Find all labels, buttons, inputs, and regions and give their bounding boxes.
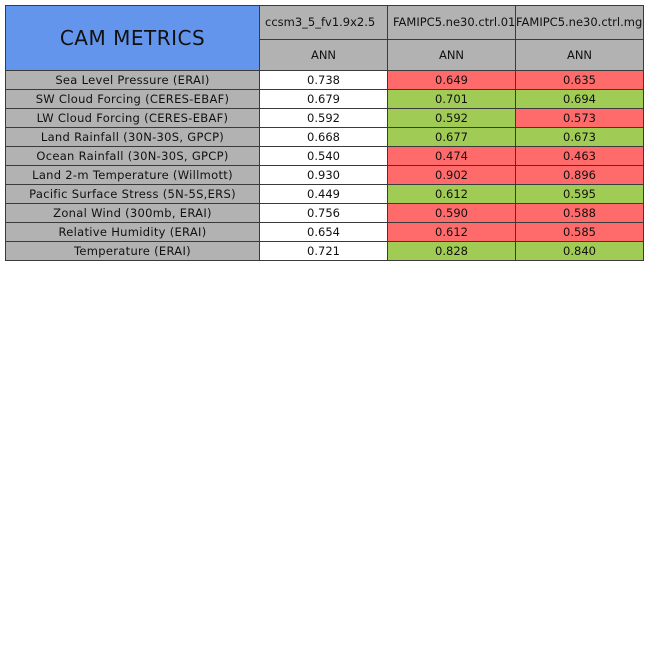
metric-value-case-3: 0.585 xyxy=(515,222,644,242)
metric-value-case-3: 0.896 xyxy=(515,165,644,185)
table-row: Zonal Wind (300mb, ERAI) 0.756 0.590 0.588 xyxy=(5,203,644,223)
column-header-case-2: FAMIPC5.ne30.ctrl.01 xyxy=(387,5,516,40)
column-header-period-2: ANN xyxy=(387,38,516,72)
metric-value-case-3: 0.595 xyxy=(515,184,644,204)
metric-value-case-2: 0.677 xyxy=(387,127,516,147)
metric-label: Land 2-m Temperature (Willmott) xyxy=(5,165,260,185)
table-row: Sea Level Pressure (ERAI) 0.738 0.649 0.635 xyxy=(5,70,644,90)
case-header-row: CAM METRICS ccsm3_5_fv1.9x2.5 FAMIPC5.ne… xyxy=(5,5,644,71)
metric-value-case-3: 0.463 xyxy=(515,146,644,166)
metric-value-case-2: 0.902 xyxy=(387,165,516,185)
metric-value-case-3: 0.694 xyxy=(515,89,644,109)
column-header-case-1: ccsm3_5_fv1.9x2.5 xyxy=(259,5,388,40)
metric-value-case-1: 0.592 xyxy=(259,108,388,128)
metric-value-case-2: 0.592 xyxy=(387,108,516,128)
column-header-period-1: ANN xyxy=(259,38,388,72)
metric-value-case-2: 0.474 xyxy=(387,146,516,166)
metric-value-case-2: 0.828 xyxy=(387,241,516,261)
table-row: Temperature (ERAI) 0.721 0.828 0.840 xyxy=(5,241,644,261)
metric-value-case-2: 0.612 xyxy=(387,222,516,242)
metric-label: Zonal Wind (300mb, ERAI) xyxy=(5,203,260,223)
metric-value-case-1: 0.756 xyxy=(259,203,388,223)
metric-value-case-1: 0.721 xyxy=(259,241,388,261)
metric-label: Land Rainfall (30N-30S, GPCP) xyxy=(5,127,260,147)
column-header-period-3: ANN xyxy=(515,38,644,72)
table-row: Land Rainfall (30N-30S, GPCP) 0.668 0.677 0… xyxy=(5,127,644,147)
table-row: Pacific Surface Stress (5N-5S,ERS) 0.449 0… xyxy=(5,184,644,204)
metric-value-case-1: 0.738 xyxy=(259,70,388,90)
metric-value-case-1: 0.540 xyxy=(259,146,388,166)
metrics-body: Sea Level Pressure (ERAI) 0.738 0.649 0.635… xyxy=(5,70,644,261)
metric-value-case-1: 0.449 xyxy=(259,184,388,204)
table-row: SW Cloud Forcing (CERES-EBAF) 0.679 0.701 0… xyxy=(5,89,644,109)
table-row: LW Cloud Forcing (CERES-EBAF) 0.592 0.592 0… xyxy=(5,108,644,128)
metric-value-case-1: 0.679 xyxy=(259,89,388,109)
metric-label: LW Cloud Forcing (CERES-EBAF) xyxy=(5,108,260,128)
metric-value-case-1: 0.668 xyxy=(259,127,388,147)
metric-label: Pacific Surface Stress (5N-5S,ERS) xyxy=(5,184,260,204)
table-title: CAM METRICS xyxy=(5,5,260,71)
metric-value-case-3: 0.673 xyxy=(515,127,644,147)
metric-value-case-2: 0.649 xyxy=(387,70,516,90)
metric-value-case-2: 0.701 xyxy=(387,89,516,109)
metric-label: Sea Level Pressure (ERAI) xyxy=(5,70,260,90)
table-row: Relative Humidity (ERAI) 0.654 0.612 0.585 xyxy=(5,222,644,242)
metric-label: SW Cloud Forcing (CERES-EBAF) xyxy=(5,89,260,109)
cam-metrics-table: CAM METRICS ccsm3_5_fv1.9x2.5 FAMIPC5.ne… xyxy=(5,5,644,261)
metric-value-case-1: 0.654 xyxy=(259,222,388,242)
column-header-case-3: FAMIPC5.ne30.ctrl.mg15. xyxy=(515,5,644,40)
metric-value-case-3: 0.840 xyxy=(515,241,644,261)
metric-value-case-3: 0.635 xyxy=(515,70,644,90)
metric-label: Ocean Rainfall (30N-30S, GPCP) xyxy=(5,146,260,166)
metric-label: Relative Humidity (ERAI) xyxy=(5,222,260,242)
metric-value-case-1: 0.930 xyxy=(259,165,388,185)
metric-value-case-2: 0.612 xyxy=(387,184,516,204)
metric-value-case-3: 0.573 xyxy=(515,108,644,128)
period-header-row: ANN ANN ANN xyxy=(6,38,644,72)
metric-value-case-2: 0.590 xyxy=(387,203,516,223)
table-row: Land 2-m Temperature (Willmott) 0.930 0.90… xyxy=(5,165,644,185)
metric-value-case-3: 0.588 xyxy=(515,203,644,223)
table-row: Ocean Rainfall (30N-30S, GPCP) 0.540 0.474… xyxy=(5,146,644,166)
metric-label: Temperature (ERAI) xyxy=(5,241,260,261)
